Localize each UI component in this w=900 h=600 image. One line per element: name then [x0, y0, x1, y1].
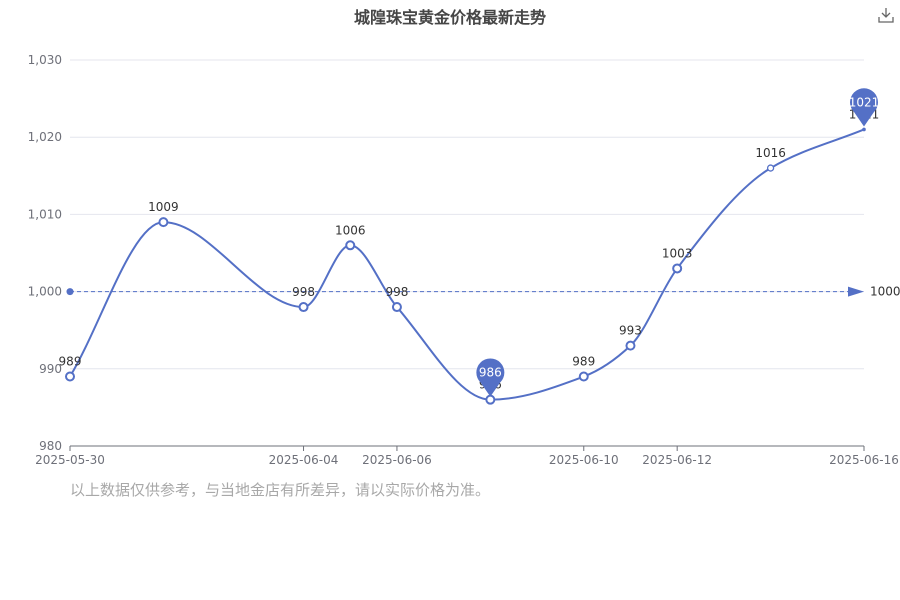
- data-point[interactable]: [65, 371, 75, 382]
- x-tick-label: 2025-06-04: [269, 453, 339, 467]
- data-label: 1006: [335, 223, 366, 237]
- disclaimer-text: 以上数据仅供参考，与当地金店有所差异，请以实际价格为准。: [70, 481, 491, 499]
- data-label: 998: [385, 285, 408, 299]
- data-label: 1003: [662, 246, 693, 260]
- data-point[interactable]: [672, 263, 683, 274]
- chart-title: 城隍珠宝黄金价格最新走势: [353, 8, 546, 27]
- data-label: 993: [619, 324, 642, 338]
- data-label: 989: [59, 355, 82, 369]
- download-icon[interactable]: [877, 6, 895, 24]
- marker-label: 1021: [849, 95, 880, 109]
- data-point[interactable]: [625, 340, 636, 351]
- data-point[interactable]: [578, 371, 589, 382]
- series-line: [69, 128, 865, 401]
- data-point[interactable]: [766, 164, 775, 172]
- x-tick-label: 2025-06-10: [549, 453, 619, 467]
- data-point[interactable]: [391, 302, 402, 313]
- data-label: 1009: [148, 200, 179, 214]
- data-label: 998: [292, 285, 315, 299]
- extreme-marker: 1021: [849, 88, 880, 127]
- y-tick-label: 990: [39, 362, 62, 376]
- y-tick-label: 980: [39, 439, 62, 453]
- data-point[interactable]: [345, 240, 356, 251]
- y-tick-label: 1,000: [28, 285, 62, 299]
- data-label: 1016: [755, 146, 786, 160]
- x-tick-label: 2025-05-30: [35, 453, 105, 467]
- average-line-label: 1000: [870, 285, 900, 299]
- extreme-marker: 986: [476, 358, 505, 397]
- y-tick-label: 1,010: [28, 207, 62, 221]
- data-point[interactable]: [862, 127, 866, 132]
- y-tick-label: 1,020: [28, 130, 62, 144]
- data-point[interactable]: [485, 394, 496, 405]
- data-point[interactable]: [298, 302, 309, 313]
- average-line-arrow: [848, 286, 864, 297]
- x-tick-label: 2025-06-16: [829, 453, 899, 467]
- data-point[interactable]: [158, 217, 169, 228]
- y-tick-label: 1,030: [28, 53, 62, 67]
- data-label: 989: [572, 355, 595, 369]
- x-tick-label: 2025-06-12: [642, 453, 712, 467]
- x-tick-label: 2025-06-06: [362, 453, 432, 467]
- marker-pin: [850, 88, 879, 127]
- marker-pin: [476, 358, 505, 397]
- marker-label: 986: [479, 366, 502, 380]
